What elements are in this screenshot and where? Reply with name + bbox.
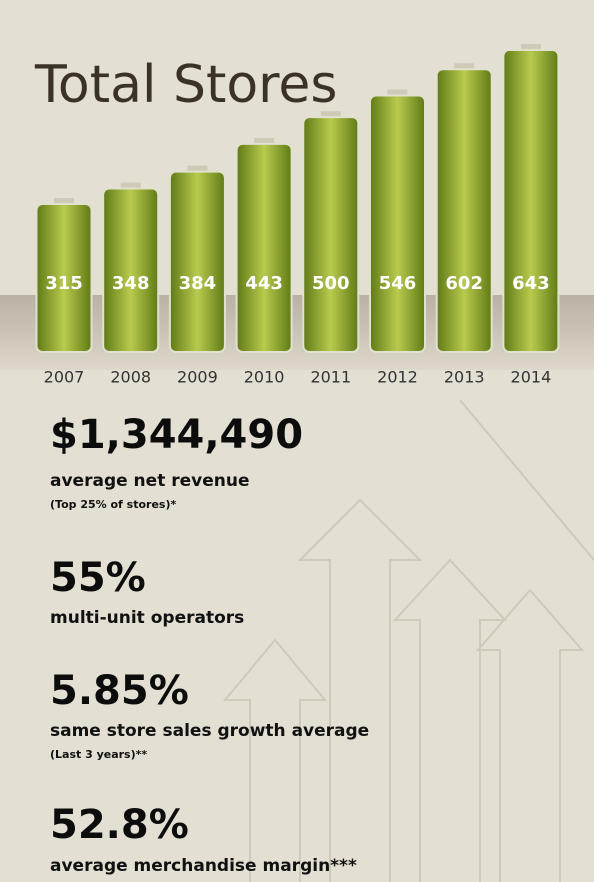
value-label: 348 [112,273,150,294]
bar-cap [387,89,408,97]
stat-label: same store sales growth average [50,721,369,741]
shelf-band [0,295,594,370]
bar [435,68,493,353]
x-tick-label: 2008 [110,368,151,387]
value-label: 315 [45,273,83,294]
chart-title: Total Stores [34,55,338,115]
stat-label: multi-unit operators [50,608,244,628]
bar [369,94,426,353]
x-tick-label: 2009 [177,368,218,387]
bar-cap [454,63,475,71]
x-tick-label: 2014 [511,368,552,387]
value-label: 384 [179,273,217,294]
stats: $1,344,490 average net revenue (Top 25% … [50,412,369,876]
stat-label: average net revenue [50,471,250,491]
bar [502,49,560,353]
value-label: 643 [512,273,550,294]
bar [102,187,160,353]
x-tick-label: 2013 [444,368,485,387]
x-tick-label: 2012 [377,368,418,387]
stat-note: (Last 3 years)** [50,748,147,761]
bar [168,170,226,353]
stat-value: $1,344,490 [50,412,303,458]
x-tick-label: 2011 [310,368,351,387]
value-label: 602 [445,273,483,294]
bar-cap [254,137,275,145]
stat-note: (Top 25% of stores)* [50,498,176,511]
bar-cap [187,165,208,173]
stat-label: average merchandise margin*** [50,856,357,876]
value-label: 546 [379,273,417,294]
value-label: 443 [245,273,283,294]
bar [235,142,293,353]
stat-value: 5.85% [50,668,189,714]
bar-cap [120,182,141,190]
x-tick-label: 2007 [44,368,85,387]
bar [35,203,93,353]
bar-cap [320,111,341,119]
stat-value: 52.8% [50,802,189,848]
arrow-decor [222,399,594,882]
bar-cap [520,44,541,51]
x-tick-label: 2010 [244,368,285,387]
bar [302,116,360,353]
stat-value: 55% [50,555,146,601]
bar-cap [54,198,74,206]
value-label: 500 [312,273,350,294]
